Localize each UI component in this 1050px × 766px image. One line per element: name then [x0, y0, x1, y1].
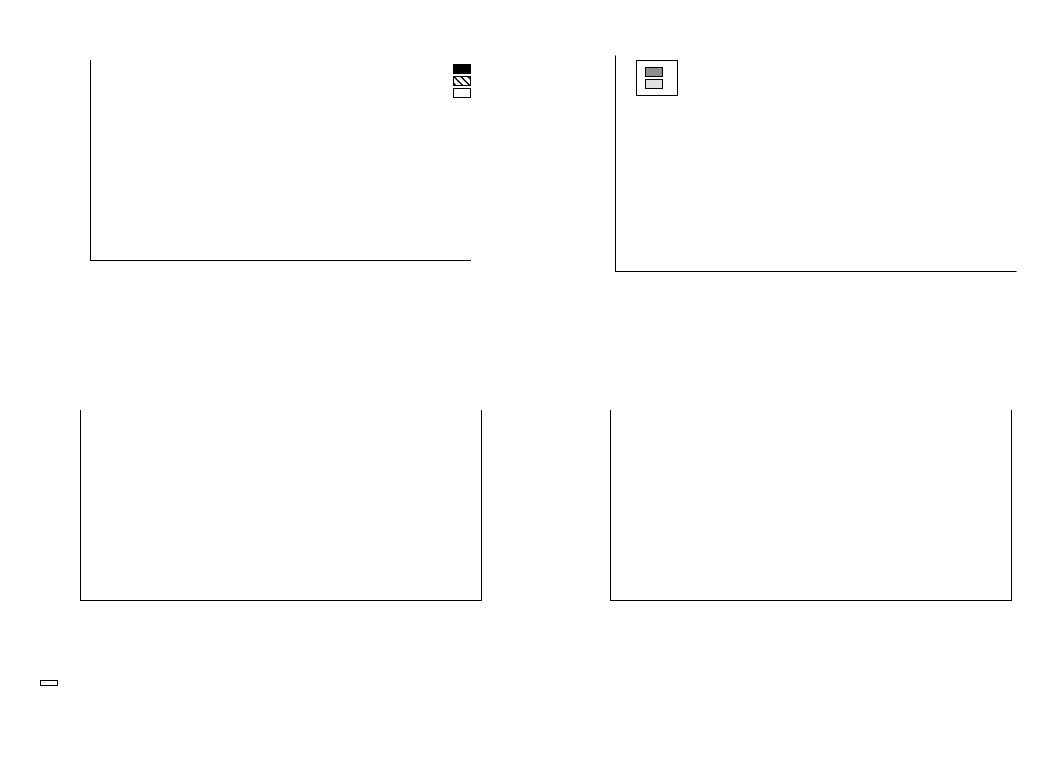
legend-b-item-0 [645, 67, 669, 77]
lines-d [611, 410, 1011, 600]
legend-b-item-1 [645, 79, 669, 89]
legend-b [636, 60, 678, 96]
panel-a [10, 20, 510, 340]
panel-b [535, 20, 1035, 340]
legend-c [40, 680, 58, 686]
panel-d [535, 370, 1035, 680]
legend-a-item-1 [453, 76, 477, 86]
swatch-icon [645, 67, 663, 77]
chart-a [10, 20, 510, 340]
plot-area-a [90, 60, 471, 261]
legend-a [453, 62, 477, 100]
chart-c [10, 370, 510, 680]
plot-area-c [80, 410, 482, 601]
lines-c [81, 410, 481, 600]
plot-area-b [615, 55, 1017, 272]
panel-c [10, 370, 510, 680]
swatch-icon [645, 79, 663, 89]
swatch-icon [453, 88, 471, 98]
swatch-icon [453, 64, 471, 74]
plot-area-d [610, 410, 1012, 601]
chart-d [535, 370, 1035, 680]
legend-a-item-0 [453, 64, 477, 74]
legend-a-item-2 [453, 88, 477, 98]
swatch-icon [453, 76, 471, 86]
chart-b [535, 20, 1035, 340]
